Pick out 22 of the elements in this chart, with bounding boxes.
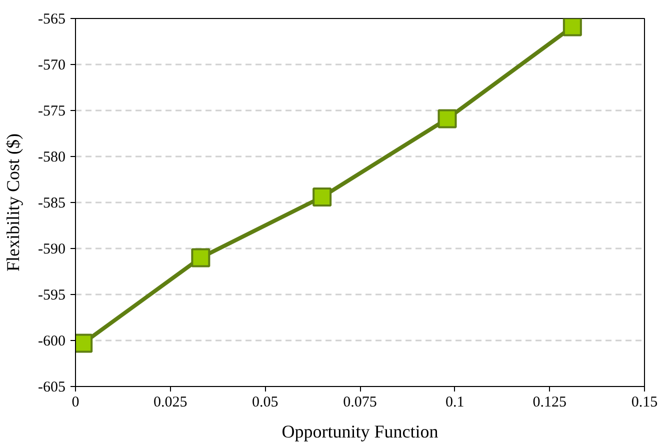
x-tick-label: 0 xyxy=(72,394,80,410)
y-tick-label: -580 xyxy=(38,150,66,166)
point xyxy=(191,248,210,268)
point xyxy=(438,109,457,128)
point xyxy=(562,18,582,36)
x-tick-label: 0.1 xyxy=(445,394,464,410)
y-tick-label: -585 xyxy=(38,196,66,212)
x-tick-label: 0.15 xyxy=(631,394,658,410)
y-axis-title: Flexibility Cost ($) xyxy=(3,133,24,272)
x-tick-label: 0.075 xyxy=(343,394,377,410)
point xyxy=(312,187,332,206)
x-axis-title: Opportunity Function xyxy=(282,422,438,442)
y-tick-label: -605 xyxy=(38,380,66,396)
y-tick-label: -600 xyxy=(38,334,66,350)
x-tick-label: 0.025 xyxy=(153,394,188,410)
y-tick-label: -590 xyxy=(38,242,66,258)
y-tick-label: -575 xyxy=(38,104,66,120)
y-tick-label: -570 xyxy=(38,58,66,74)
x-tick-label: 0.125 xyxy=(532,394,567,410)
y-tick-label: -595 xyxy=(38,288,66,304)
x-tick-label: 0.05 xyxy=(252,394,278,410)
y-tick-label: -565 xyxy=(38,12,66,28)
